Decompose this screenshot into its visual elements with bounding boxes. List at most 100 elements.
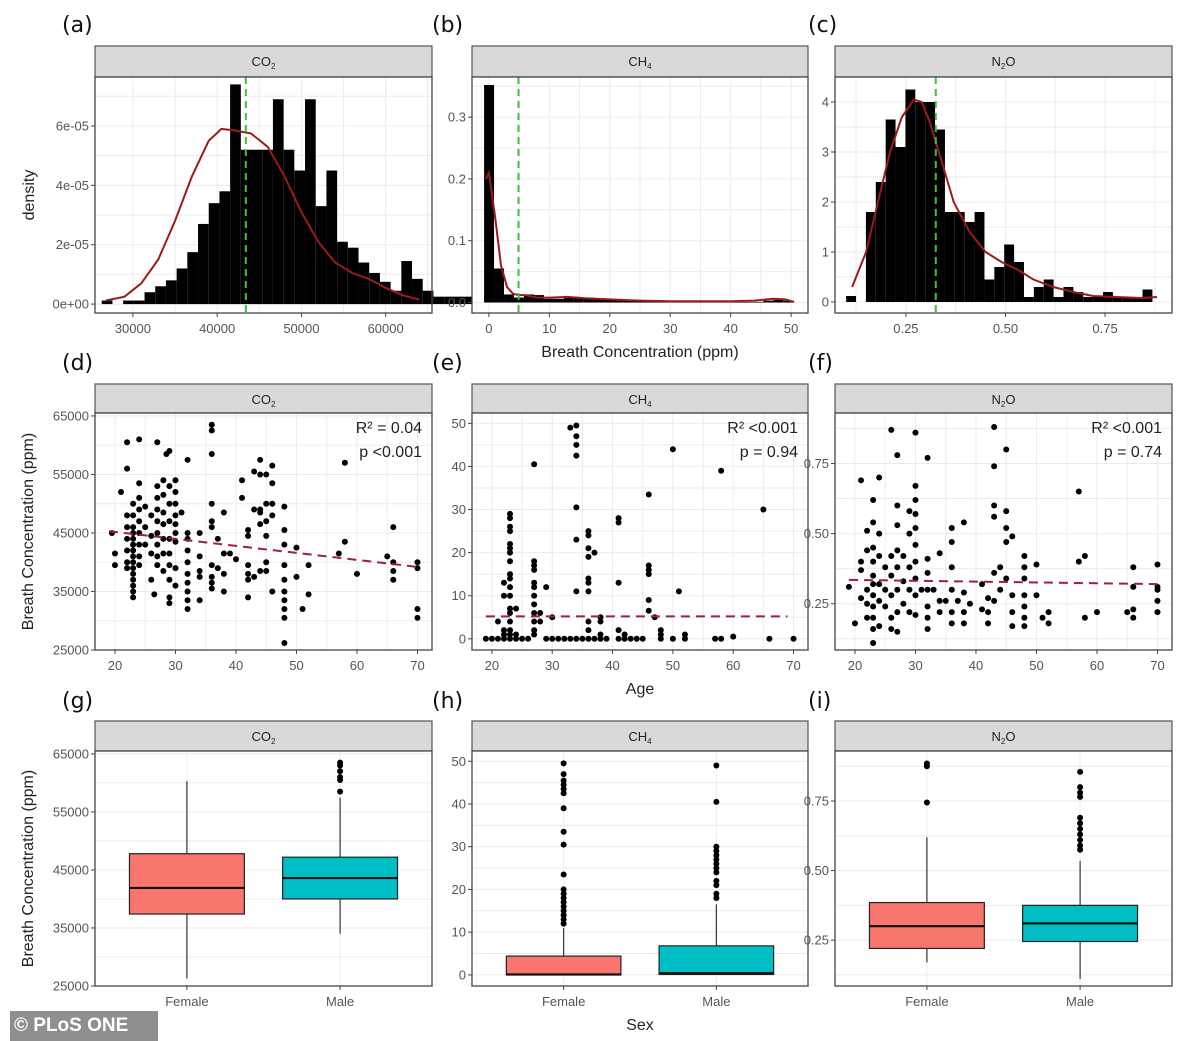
data-point [414, 614, 421, 621]
data-point [555, 635, 562, 642]
panel-label: (i) [808, 689, 831, 714]
outlier-point [560, 903, 567, 910]
data-point [136, 541, 143, 548]
data-point [281, 503, 288, 510]
data-point [154, 483, 161, 490]
data-point [269, 462, 276, 469]
data-point [184, 529, 191, 536]
data-point [1033, 561, 1040, 568]
histogram-bar [208, 203, 220, 305]
data-point [766, 635, 773, 642]
y-tick-label: 0.50 [804, 526, 829, 541]
y-tick-label: 1 [822, 245, 829, 260]
histogram-bar [230, 84, 241, 305]
data-point [573, 588, 580, 595]
data-point [184, 456, 191, 463]
histogram-bar [763, 300, 774, 303]
data-point [876, 597, 883, 604]
panel-label: (e) [432, 351, 463, 376]
y-tick-label: 2 [822, 195, 829, 210]
histogram-bar [1142, 289, 1153, 302]
data-point [136, 436, 143, 443]
outlier-point [713, 882, 720, 889]
histogram-bar [846, 296, 857, 302]
density-curve [105, 127, 420, 302]
x-tick-label: 70 [410, 658, 424, 673]
data-point [870, 572, 877, 579]
data-point [864, 527, 871, 534]
data-point [790, 635, 797, 642]
data-point [912, 524, 919, 531]
data-point [184, 547, 191, 554]
histogram-bar [494, 268, 505, 303]
data-point [154, 494, 161, 501]
data-point [531, 609, 538, 616]
x-tick-label: 0 [485, 321, 492, 336]
data-point [979, 581, 986, 588]
data-point [166, 483, 173, 490]
data-point [531, 631, 538, 638]
data-point [184, 579, 191, 586]
histogram-bar [401, 261, 413, 305]
data-point [341, 459, 348, 466]
trend-line [108, 530, 418, 568]
y-tick-label: 0.1 [448, 233, 466, 248]
data-point [681, 631, 688, 638]
histogram-bar [533, 295, 544, 303]
outlier-point [560, 805, 567, 812]
data-point [281, 576, 288, 583]
data-point [263, 500, 270, 507]
x-tick-label: 50 [289, 658, 303, 673]
data-point [864, 547, 871, 554]
data-point [124, 512, 131, 519]
data-point [924, 625, 931, 632]
data-point [130, 553, 137, 560]
data-point [269, 500, 276, 507]
data-point [507, 523, 514, 530]
data-point [251, 573, 258, 580]
data-point [184, 570, 191, 577]
outlier-point [560, 920, 567, 927]
strip-label: CO2 [252, 729, 277, 746]
y-tick-label: 2e-05 [56, 237, 89, 252]
data-point [507, 605, 514, 612]
data-point [513, 635, 520, 642]
data-point [500, 627, 507, 634]
data-point [208, 562, 215, 569]
outlier-point [337, 759, 344, 766]
data-point [979, 606, 986, 613]
data-point [269, 512, 276, 519]
panel-border [834, 412, 1173, 651]
x-tick-label: 0.25 [893, 321, 918, 336]
x-tick-label: 50 [1029, 658, 1043, 673]
data-point [239, 494, 246, 501]
data-point [513, 605, 520, 612]
panel-g: (g) CO2 25000 35000 45000 55000 65000 Female Mal… [20, 689, 433, 1009]
data-point [543, 635, 550, 642]
data-point [1075, 488, 1082, 495]
data-point [245, 562, 252, 569]
data-point [232, 556, 239, 563]
data-point [615, 515, 622, 522]
outlier-point [713, 877, 720, 884]
data-point [876, 581, 883, 588]
outlier-point [1077, 784, 1084, 791]
data-point [870, 581, 877, 588]
data-point [305, 562, 312, 569]
data-point [251, 468, 258, 475]
data-point [585, 528, 592, 535]
data-point [942, 597, 949, 604]
strip-background [834, 720, 1173, 752]
data-point [136, 480, 143, 487]
data-point [239, 477, 246, 484]
data-point [573, 433, 580, 440]
histogram-bar [1083, 297, 1094, 302]
data-point [124, 547, 131, 554]
data-point [154, 562, 161, 569]
data-point [930, 586, 937, 593]
outlier-point [713, 847, 720, 854]
y-tick-label: 4 [822, 95, 829, 110]
data-point [151, 591, 158, 598]
panel-border [834, 76, 1173, 314]
data-point [882, 586, 889, 593]
